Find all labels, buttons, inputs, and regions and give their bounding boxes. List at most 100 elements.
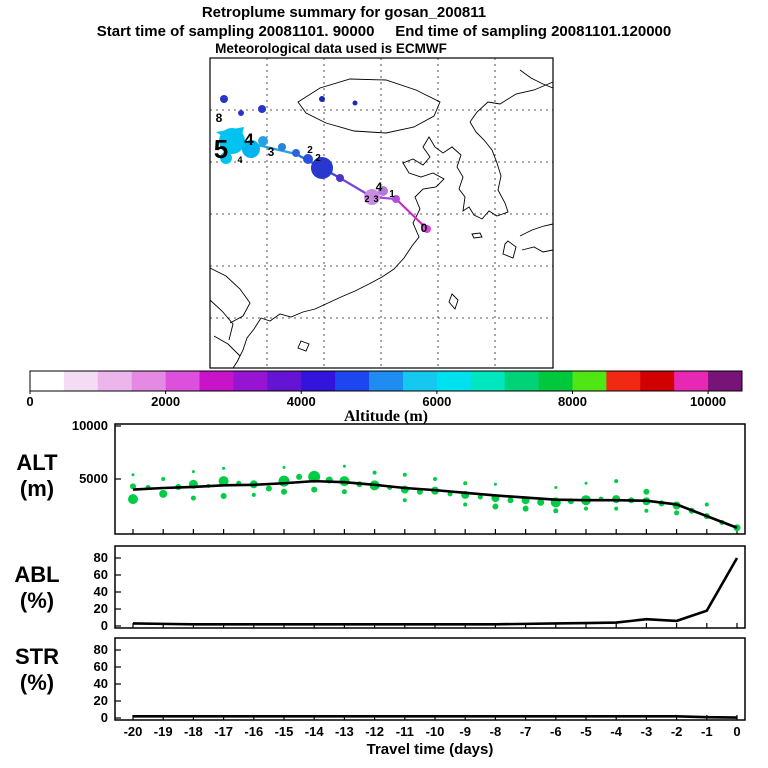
trajectory-day-label: 0 bbox=[421, 221, 428, 235]
alt-scatter-point bbox=[341, 489, 347, 495]
plume-cluster-marker bbox=[258, 105, 266, 113]
colorbar-tick-label: 4000 bbox=[287, 394, 316, 409]
trajectory-day-label: 2 bbox=[307, 145, 313, 156]
colorbar-cell bbox=[572, 371, 607, 391]
map-frame bbox=[209, 57, 554, 369]
x-tick-label: -9 bbox=[459, 724, 471, 739]
plume-cluster-marker bbox=[238, 110, 244, 116]
alt-scatter-point bbox=[265, 485, 272, 492]
plume-cluster-marker bbox=[220, 152, 232, 164]
plume-cluster-marker bbox=[378, 186, 388, 196]
alt-axis-label: ALT bbox=[16, 450, 58, 475]
coastline bbox=[521, 246, 554, 253]
y-tick-label: 60 bbox=[94, 659, 108, 674]
plume-cluster-marker bbox=[319, 96, 325, 102]
alt-scatter-point bbox=[222, 466, 226, 470]
alt-scatter-point bbox=[537, 498, 545, 506]
colorbar-cell bbox=[674, 371, 709, 391]
plume-cluster-marker bbox=[352, 100, 358, 106]
alt-scatter-point bbox=[553, 508, 559, 514]
alt-scatter-point bbox=[282, 465, 286, 469]
trajectory-day-label: 2 bbox=[315, 153, 321, 164]
alt-scatter-point bbox=[614, 479, 619, 484]
abl-line bbox=[132, 557, 739, 626]
y-tick-label: 80 bbox=[94, 642, 108, 657]
colorbar-tick-label: 2000 bbox=[151, 394, 180, 409]
plume-cluster-marker bbox=[303, 154, 313, 164]
colorbar-cell bbox=[233, 371, 268, 391]
coastline bbox=[209, 267, 251, 324]
trajectory-day-label: 3 bbox=[373, 194, 378, 204]
coastline bbox=[519, 69, 554, 89]
x-tick-label: -7 bbox=[520, 724, 532, 739]
x-tick-label: -8 bbox=[490, 724, 502, 739]
y-tick-label: 80 bbox=[94, 550, 108, 565]
colorbar-tick-label: 8000 bbox=[558, 394, 587, 409]
y-tick-label: 40 bbox=[94, 584, 108, 599]
alt-scatter-point bbox=[372, 470, 377, 475]
x-tick-label: -18 bbox=[184, 724, 203, 739]
alt-scatter-point bbox=[342, 464, 346, 468]
alt-scatter-point bbox=[130, 483, 136, 490]
trajectory-day-label: 4 bbox=[244, 130, 254, 149]
alt-scatter-point bbox=[296, 473, 303, 480]
alt-scatter-point bbox=[251, 492, 256, 497]
alt-scatter-point bbox=[554, 485, 558, 489]
x-tick-label: 0 bbox=[733, 724, 740, 739]
alt-scatter-point bbox=[433, 477, 437, 481]
x-tick-label: -17 bbox=[214, 724, 233, 739]
sampling-time-line: Start time of sampling 20081101. 90000 E… bbox=[96, 23, 672, 40]
colorbar-cell bbox=[165, 371, 201, 391]
coastline bbox=[232, 121, 509, 369]
coastline bbox=[209, 299, 234, 341]
x-tick-label: -12 bbox=[365, 724, 384, 739]
colorbar-cell bbox=[369, 371, 404, 391]
x-tick-label: -2 bbox=[671, 724, 683, 739]
colorbar-cell bbox=[30, 371, 65, 391]
trajectory-day-label: 1 bbox=[389, 189, 395, 200]
alt-scatter-point bbox=[281, 488, 287, 495]
alt-scatter-point bbox=[507, 497, 514, 504]
colorbar-tick-label: 0 bbox=[26, 394, 33, 409]
str-axis-label: (%) bbox=[20, 670, 54, 695]
x-tick-label: -1 bbox=[701, 724, 713, 739]
alt-scatter-point bbox=[402, 472, 407, 477]
colorbar-cell bbox=[538, 371, 573, 391]
colorbar-cell bbox=[335, 371, 370, 391]
alt-scatter-point bbox=[218, 476, 229, 487]
alt-axis-label: (m) bbox=[20, 476, 54, 501]
colorbar-cell bbox=[97, 371, 133, 391]
alt-scatter-point bbox=[522, 505, 529, 512]
colorbar-cell bbox=[640, 371, 675, 391]
plume-cluster-marker bbox=[364, 189, 380, 205]
colorbar-frame bbox=[29, 370, 743, 392]
abl-axis-label: ABL bbox=[14, 562, 59, 587]
alt-scatter-point bbox=[614, 506, 619, 511]
alt-scatter-point bbox=[674, 510, 680, 516]
x-tick-label: -19 bbox=[154, 724, 173, 739]
alt-scatter-point bbox=[477, 494, 483, 500]
colorbar-cell bbox=[131, 371, 167, 391]
x-tick-label: -4 bbox=[610, 724, 622, 739]
abl-axis-label: (%) bbox=[20, 588, 54, 613]
alt-scatter-point bbox=[191, 470, 195, 474]
alt-scatter-point bbox=[463, 481, 468, 486]
x-tick-label: -15 bbox=[275, 724, 294, 739]
trajectory-day-label: 3 bbox=[268, 145, 275, 159]
plume-cluster-marker bbox=[423, 225, 431, 233]
colorbar-tick-label: 6000 bbox=[422, 394, 451, 409]
coastline bbox=[469, 81, 554, 123]
alt-panel-frame bbox=[114, 423, 746, 535]
x-tick-label: -6 bbox=[550, 724, 562, 739]
trajectory-day-label: 4 bbox=[376, 180, 383, 194]
alt-scatter-point bbox=[159, 489, 168, 498]
colorbar-cell bbox=[504, 371, 540, 391]
alt-scatter-point bbox=[131, 473, 135, 477]
colorbar-cell bbox=[436, 371, 472, 391]
coastline bbox=[213, 335, 241, 357]
alt-scatter-point bbox=[308, 470, 321, 483]
plume-cluster-marker bbox=[242, 140, 260, 158]
trajectory-day-label: 4 bbox=[237, 155, 242, 165]
